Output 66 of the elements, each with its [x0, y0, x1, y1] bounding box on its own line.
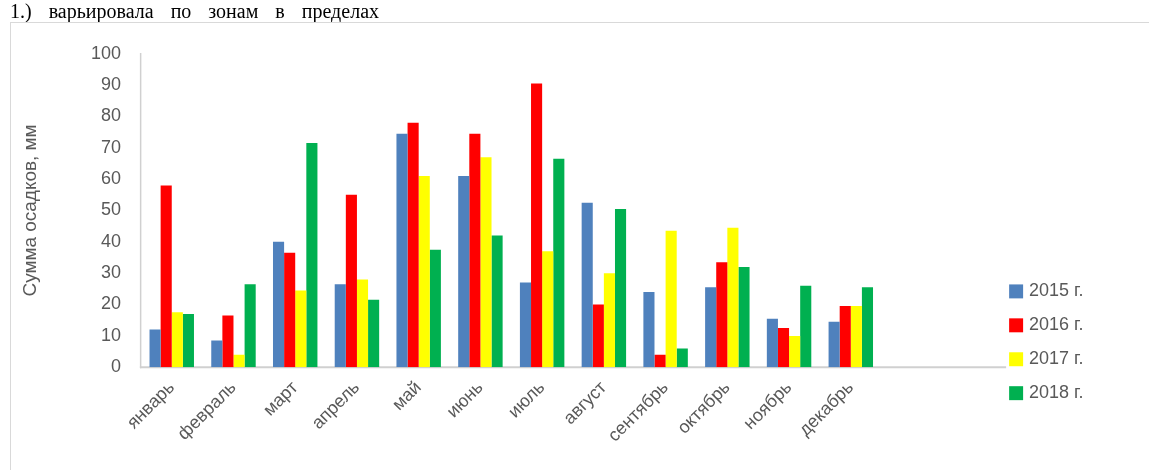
bar [519, 282, 532, 368]
bar [244, 284, 256, 368]
bar [643, 291, 655, 368]
bar [705, 287, 717, 368]
bar [850, 306, 862, 368]
legend-label: 2018 г. [1029, 382, 1084, 403]
bar [614, 208, 627, 368]
bar [676, 348, 688, 368]
y-tick-label: 40 [100, 230, 121, 251]
bar [531, 83, 543, 368]
bar [542, 251, 554, 368]
bar [429, 249, 441, 368]
bar [306, 143, 318, 368]
bar [480, 157, 492, 368]
bar [839, 306, 851, 368]
bar [272, 241, 285, 368]
bar [407, 122, 419, 368]
bar [789, 335, 801, 368]
legend-label: 2015 г. [1029, 280, 1084, 301]
bar [727, 227, 739, 368]
bar [334, 284, 346, 368]
text: 1.) варьировала по зонам в пределах [10, 0, 380, 22]
bar [665, 230, 677, 368]
bar [777, 328, 790, 368]
bar [800, 285, 812, 368]
bar [284, 252, 296, 368]
bar [581, 202, 593, 368]
bar [491, 235, 503, 368]
legend-label: 2017 г. [1029, 348, 1084, 369]
y-tick-label: 10 [100, 324, 121, 345]
bar [368, 299, 380, 368]
bar [766, 318, 778, 368]
x-tick-label: май [387, 377, 426, 415]
bar [211, 340, 223, 368]
bar [603, 273, 615, 368]
bar [345, 194, 357, 368]
legend-label: 2016 г. [1029, 314, 1084, 335]
y-tick-label: 90 [100, 74, 121, 95]
bar [418, 176, 430, 368]
bar [160, 185, 172, 368]
bar [171, 312, 183, 368]
bar [222, 315, 234, 368]
bar [716, 262, 728, 368]
bar [592, 304, 604, 368]
y-tick-label: 60 [100, 168, 121, 189]
bar [738, 266, 750, 368]
y-tick-label: 0 [110, 356, 121, 377]
bar [149, 329, 161, 368]
y-tick-label: 20 [100, 293, 121, 314]
bar [469, 133, 481, 368]
y-axis-title: Сумма осадков, мм [18, 124, 40, 297]
bar [396, 133, 408, 368]
bar [458, 176, 470, 368]
bar [828, 321, 840, 368]
y-tick-label: 100 [90, 42, 121, 63]
bar [553, 158, 565, 368]
bar [356, 279, 369, 368]
bar [233, 354, 245, 368]
bar [654, 354, 666, 368]
bar [182, 313, 194, 368]
bar [861, 287, 874, 368]
y-tick-label: 80 [100, 105, 121, 126]
y-tick-label: 30 [100, 262, 121, 283]
y-tick-label: 70 [100, 136, 121, 157]
bar [295, 290, 307, 368]
y-tick-label: 50 [100, 199, 121, 220]
